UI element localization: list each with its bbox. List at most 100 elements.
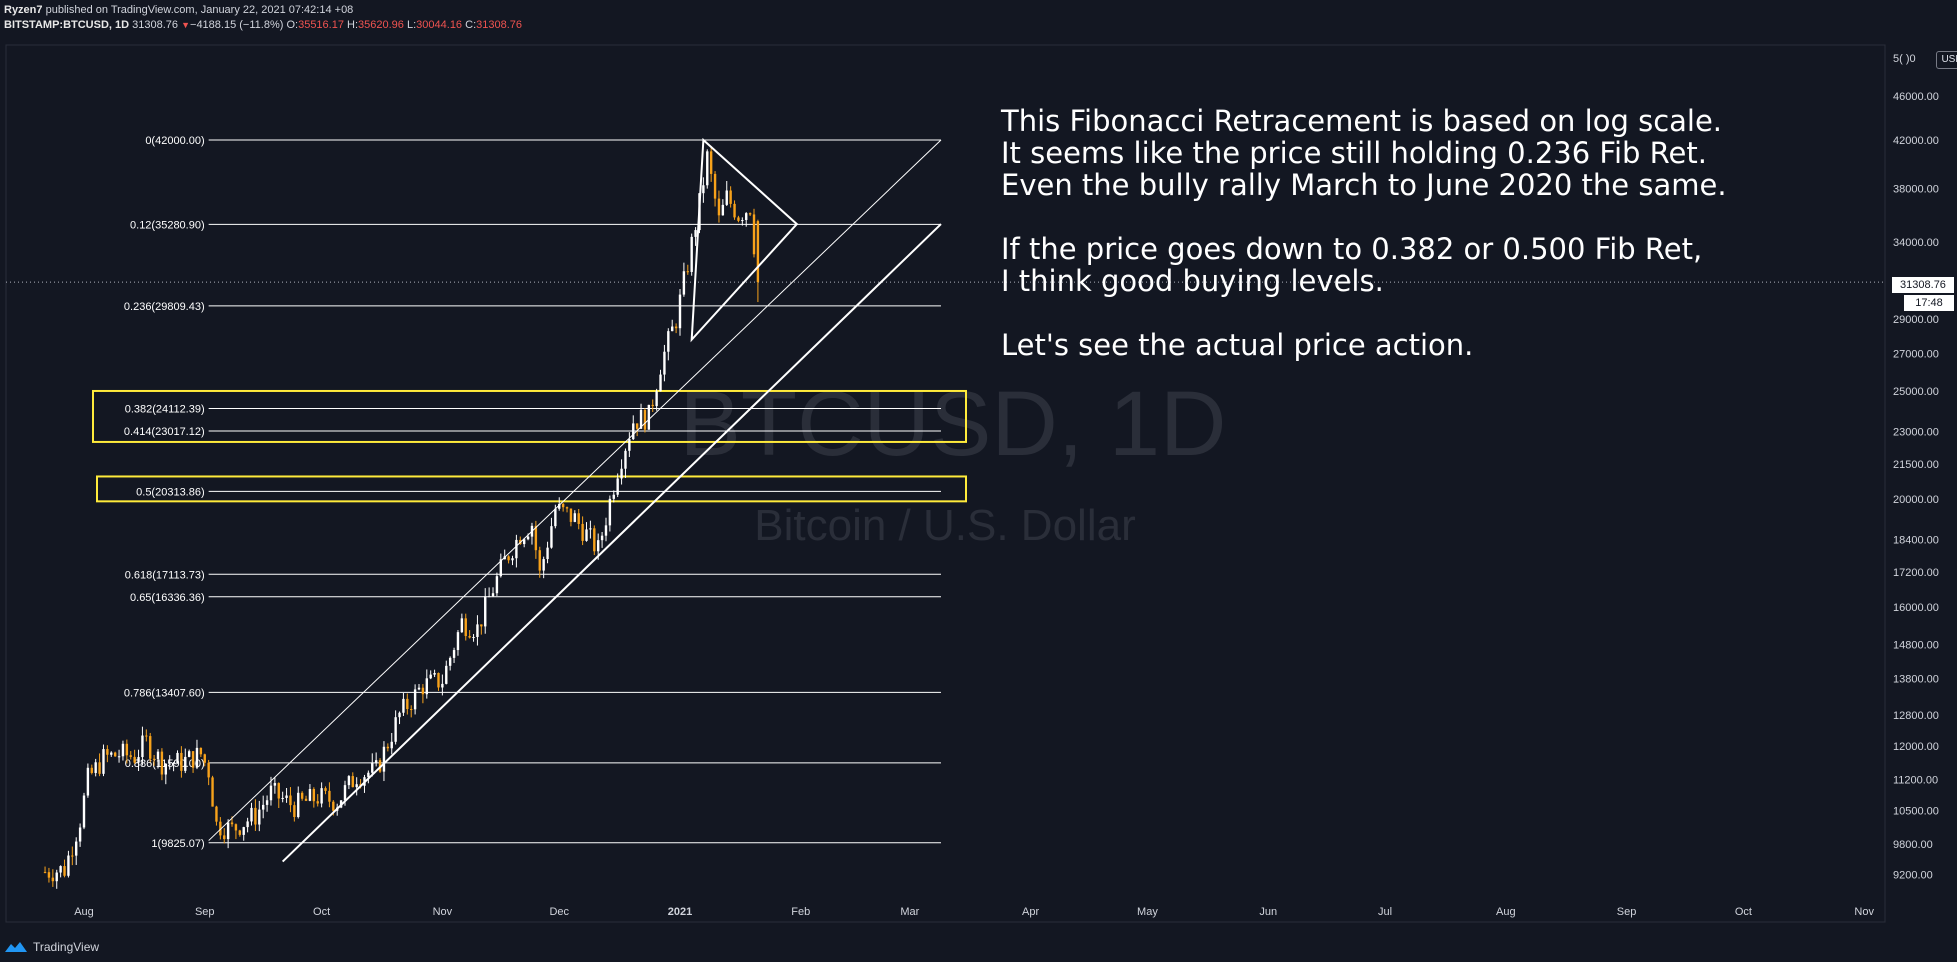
time-axis[interactable]: Aug Sep Oct Nov Dec 2021 Feb Mar Apr May Jun Jul Aug… (74, 906, 1874, 918)
candle-body (538, 550, 541, 571)
channel-trendline[interactable] (281, 223, 942, 863)
candle-body (472, 636, 475, 638)
candle (59, 865, 62, 878)
candle (593, 525, 596, 556)
candle-body (258, 809, 261, 825)
candle-body (98, 762, 101, 774)
candle-body (117, 756, 121, 758)
candle-body (589, 528, 592, 530)
candle-body (448, 657, 452, 666)
candle-body (75, 841, 78, 856)
candle-body (320, 788, 323, 804)
price-tick-label: 29000.00 (1893, 314, 1939, 326)
candle (620, 459, 623, 485)
candle (238, 829, 242, 837)
candle (180, 746, 183, 778)
candle-body (410, 709, 413, 711)
currency-button[interactable]: USD (1936, 51, 1957, 69)
candle (480, 624, 483, 635)
candle-body (452, 650, 456, 658)
price-tick-label: 11200.00 (1893, 774, 1938, 786)
candle-body (133, 756, 136, 763)
candle-body (199, 747, 203, 755)
candle-body (752, 214, 756, 255)
candle-body (655, 391, 658, 407)
price-tick-label: 38000.00 (1893, 183, 1939, 195)
candle-body (616, 478, 619, 495)
candle (258, 800, 261, 832)
candle (468, 630, 471, 639)
highlight-box[interactable] (92, 389, 967, 443)
candle (312, 787, 316, 808)
annotation-line: This Fibonacci Retracement is based on l… (1001, 104, 1723, 138)
candle-body (187, 751, 191, 757)
price-change: −4188.15 (−11.8%) (190, 19, 284, 31)
highlight-box[interactable] (96, 475, 967, 503)
candle (682, 262, 686, 297)
candle (367, 770, 370, 784)
candle (94, 758, 97, 777)
candle (585, 522, 588, 542)
candle (86, 763, 90, 798)
candle-body (480, 624, 483, 627)
candle (47, 867, 51, 883)
candle-body (293, 805, 296, 818)
candle (102, 744, 105, 777)
candle (522, 537, 526, 548)
candle (515, 534, 518, 568)
candle-body (491, 593, 495, 597)
channel-trendline[interactable] (208, 139, 942, 841)
candle-body (542, 559, 545, 571)
fib-level-label: 0.236(29809.43) (124, 301, 205, 313)
candle-body (628, 439, 631, 451)
candle-body (304, 798, 308, 801)
candle (752, 208, 756, 258)
tradingview-footer[interactable]: TradingView (4, 940, 99, 954)
candle-body (215, 806, 218, 822)
price-tick-label: 23000.00 (1893, 426, 1939, 438)
high-label: H: (347, 19, 359, 31)
candle (725, 181, 728, 206)
candle (320, 782, 323, 808)
candle-body (281, 797, 284, 799)
bar-countdown-tag: 17:48 (1904, 295, 1954, 311)
candle (717, 190, 721, 223)
candle-body (265, 800, 269, 805)
candle-body (725, 190, 728, 205)
candle (600, 531, 604, 548)
annotation-text[interactable]: This Fibonacci Retracement is based on l… (1001, 105, 1727, 361)
fib-level-label: 0.65(16336.36) (130, 592, 205, 604)
price-axis[interactable]: 9200.00 9800.00 10500.00 11200.00 12000.00 12… (1893, 53, 1939, 882)
candle (390, 732, 393, 755)
candle (160, 748, 164, 781)
candle (199, 747, 203, 758)
price-tick-label: 42000.00 (1893, 135, 1939, 147)
candle-body (581, 523, 584, 541)
candle (98, 753, 101, 777)
triangle-pattern[interactable] (690, 137, 799, 343)
candle (234, 823, 238, 840)
candle (300, 791, 304, 801)
candle-body (55, 872, 58, 882)
fib-retracement[interactable]: 0(42000.00) 0.12(35280.90) 0.236(29809.43)… (124, 135, 941, 850)
candle (168, 755, 171, 770)
price-tick-label: 25000.00 (1893, 386, 1939, 398)
fib-level-label: 0.618(17113.73) (125, 569, 205, 581)
close-label: C: (465, 19, 477, 31)
candle-body (460, 618, 464, 633)
trend-drawings[interactable] (208, 137, 942, 863)
symbol-label[interactable]: BITSTAMP:BTCUSD, 1D (4, 19, 130, 31)
candle (226, 819, 230, 849)
candle (106, 745, 109, 763)
highlight-boxes[interactable] (92, 389, 967, 503)
candle (184, 748, 187, 774)
author-name[interactable]: Ryzen7 (4, 4, 43, 16)
candle-body (90, 767, 93, 773)
candle (491, 587, 495, 597)
time-tick-label: Aug (74, 906, 94, 918)
candle (398, 711, 401, 725)
candle-body (102, 749, 105, 774)
candle (678, 288, 682, 336)
candle-body (659, 374, 662, 392)
